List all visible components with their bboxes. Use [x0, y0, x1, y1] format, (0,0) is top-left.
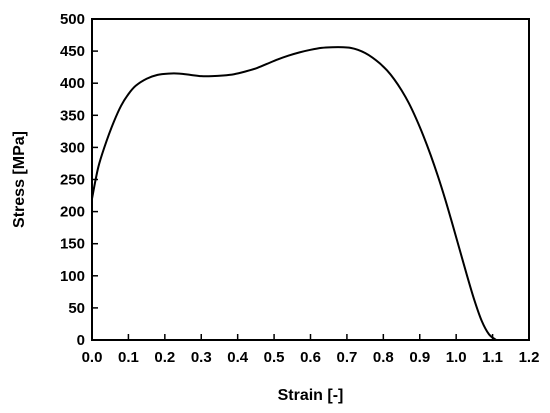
- y-tick-label: 150: [60, 236, 85, 253]
- x-tick-label: 1.1: [482, 349, 503, 366]
- y-axis-title: Stress [MPa]: [11, 131, 28, 228]
- x-tick-label: 0.3: [191, 349, 212, 366]
- y-tick-label: 0: [77, 332, 85, 349]
- y-tick-label: 100: [60, 268, 85, 285]
- x-tick-label: 0.4: [227, 349, 249, 366]
- x-tick-label: 0.0: [82, 349, 103, 366]
- y-tick-label: 350: [60, 107, 85, 124]
- plot-area: 0.0 0.1 0.2 0.3 0.4 0.5 0.6 0.7 0.8 0.9 1.0 1.1 1.2 …: [60, 11, 539, 366]
- y-tick-label: 200: [60, 204, 85, 221]
- y-tick-label: 50: [68, 300, 85, 317]
- x-tick-label: 1.0: [446, 349, 467, 366]
- x-tick-label: 0.1: [118, 349, 139, 366]
- x-axis-title: Strain [-]: [278, 387, 344, 404]
- x-axis: 0.0 0.1 0.2 0.3 0.4 0.5 0.6 0.7 0.8 0.9 1.0 1.1 1.2: [82, 334, 540, 366]
- plot-frame: [91, 18, 530, 341]
- y-tick-label: 300: [60, 139, 85, 156]
- x-tick-label: 0.6: [300, 349, 321, 366]
- x-tick-label: 0.8: [373, 349, 394, 366]
- y-axis: 0 50 100 150 200 250 300 350 400 450 500: [60, 11, 98, 349]
- series-layer: [91, 46, 497, 341]
- y-tick-label: 250: [60, 172, 85, 189]
- y-tick-label: 450: [60, 43, 85, 60]
- y-tick-label: 400: [60, 75, 85, 92]
- stress-strain-curve: [91, 46, 497, 341]
- x-tick-label: 0.5: [264, 349, 285, 366]
- x-tick-label: 0.7: [336, 349, 357, 366]
- x-tick-label: 0.2: [154, 349, 175, 366]
- x-tick-label: 1.2: [519, 349, 540, 366]
- x-tick-label: 0.9: [409, 349, 430, 366]
- y-tick-label: 500: [60, 11, 85, 28]
